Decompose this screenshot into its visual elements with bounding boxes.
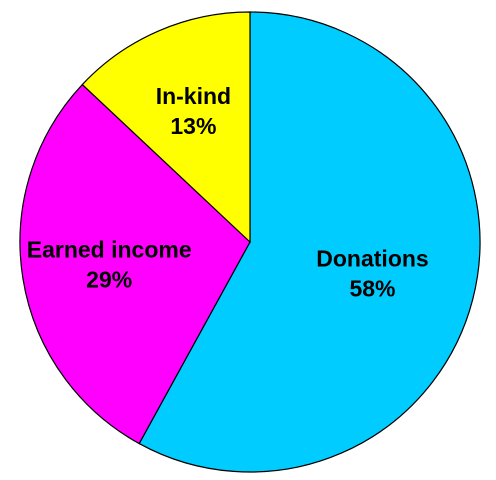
slice-label-earned-income: Earned income [27,236,192,262]
pie-slice-donations [138,11,481,473]
slice-value-in-kind: 13% [170,113,216,139]
slice-value-earned-income: 29% [86,266,132,292]
slice-label-donations: Donations [316,246,428,272]
slice-value-donations: 58% [349,276,395,302]
pie-slices [19,11,481,473]
pie-slice-earned-income [19,83,251,445]
pie-labels: Donations 58% Earned income 29% In-kind 13% [27,83,429,301]
slice-label-in-kind: In-kind [156,83,231,109]
pie-slice-in-kind [81,11,251,244]
